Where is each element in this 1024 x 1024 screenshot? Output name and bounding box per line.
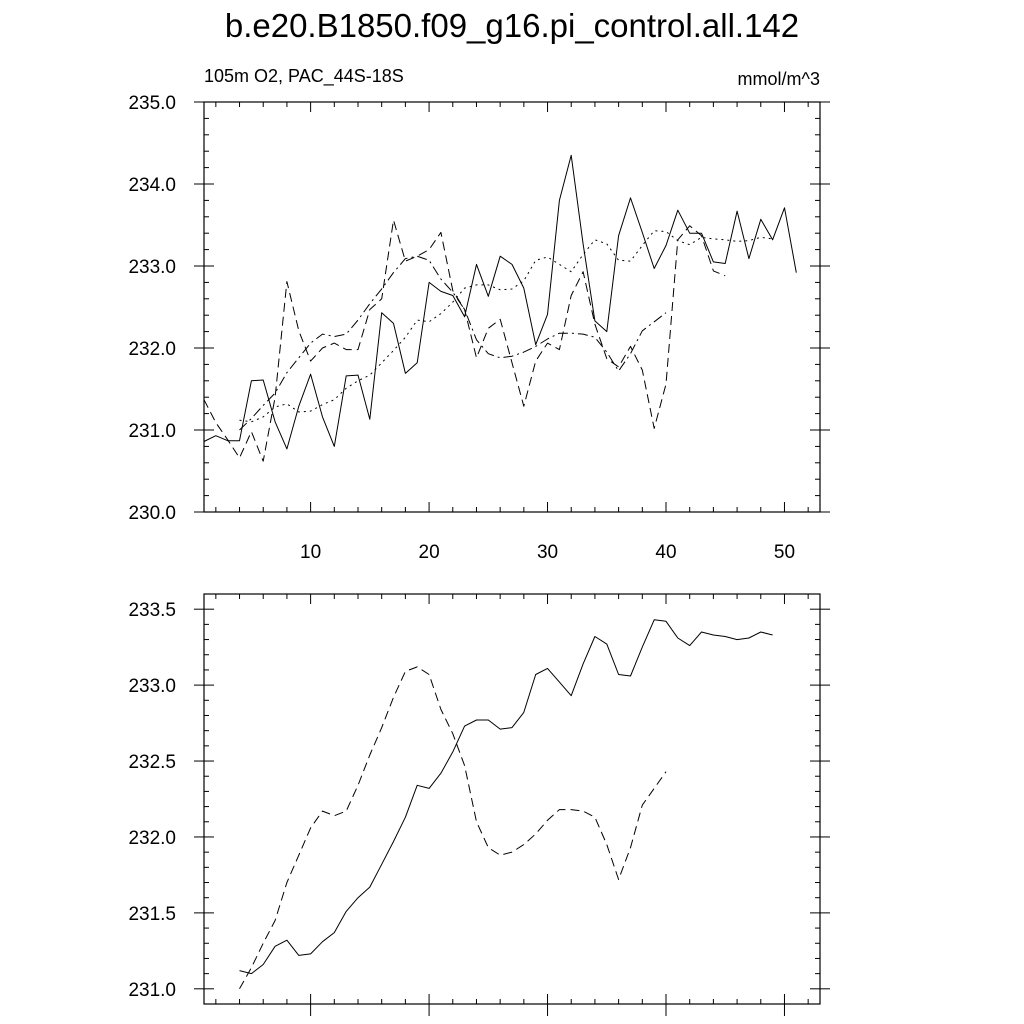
bottom-panel: 231.0 231.5 232.0 232.5 233.0 233.5: [128, 593, 830, 1016]
x-tick-label: 50: [774, 542, 795, 563]
series-line-dotted: [239, 230, 773, 423]
x-tick-label: 20: [419, 542, 440, 563]
top-panel: 10 20 30 40 50 230.0 231.0 232.0 233.0 234.0 235.0: [128, 93, 830, 563]
y-tick-label: 231.0: [128, 980, 176, 1001]
y-tick-label: 235.0: [128, 93, 176, 114]
y-tick-label: 233.5: [128, 600, 176, 621]
series-line-dash-dot: [239, 255, 667, 431]
y-tick-label: 232.0: [128, 339, 176, 360]
series-line-solid: [203, 154, 797, 450]
plot-frame: [203, 101, 821, 513]
x-tick-label: 40: [655, 542, 676, 563]
y-tick-label: 231.5: [128, 904, 176, 925]
series-line-dashed: [239, 666, 667, 990]
chart-title: b.e20.B1850.f09_g16.pi_control.all.142: [224, 7, 800, 44]
y-tick-label: 234.0: [128, 175, 176, 196]
x-tick-label: 30: [537, 542, 558, 563]
series-line-solid: [239, 619, 773, 975]
y-tick-label: 233.0: [128, 257, 176, 278]
x-tick-label: 10: [300, 542, 321, 563]
y-tick-label: 231.0: [128, 421, 176, 442]
series-line-dashed: [203, 219, 726, 462]
variable-region-label: 105m O2, PAC_44S-18S: [204, 66, 404, 86]
y-tick-label: 232.0: [128, 828, 176, 849]
plot-frame: [203, 593, 821, 1005]
y-tick-label: 230.0: [128, 503, 176, 524]
y-tick-label: 233.0: [128, 676, 176, 697]
y-tick-label: 232.5: [128, 752, 176, 773]
units-label: mmol/m^3: [737, 69, 820, 89]
